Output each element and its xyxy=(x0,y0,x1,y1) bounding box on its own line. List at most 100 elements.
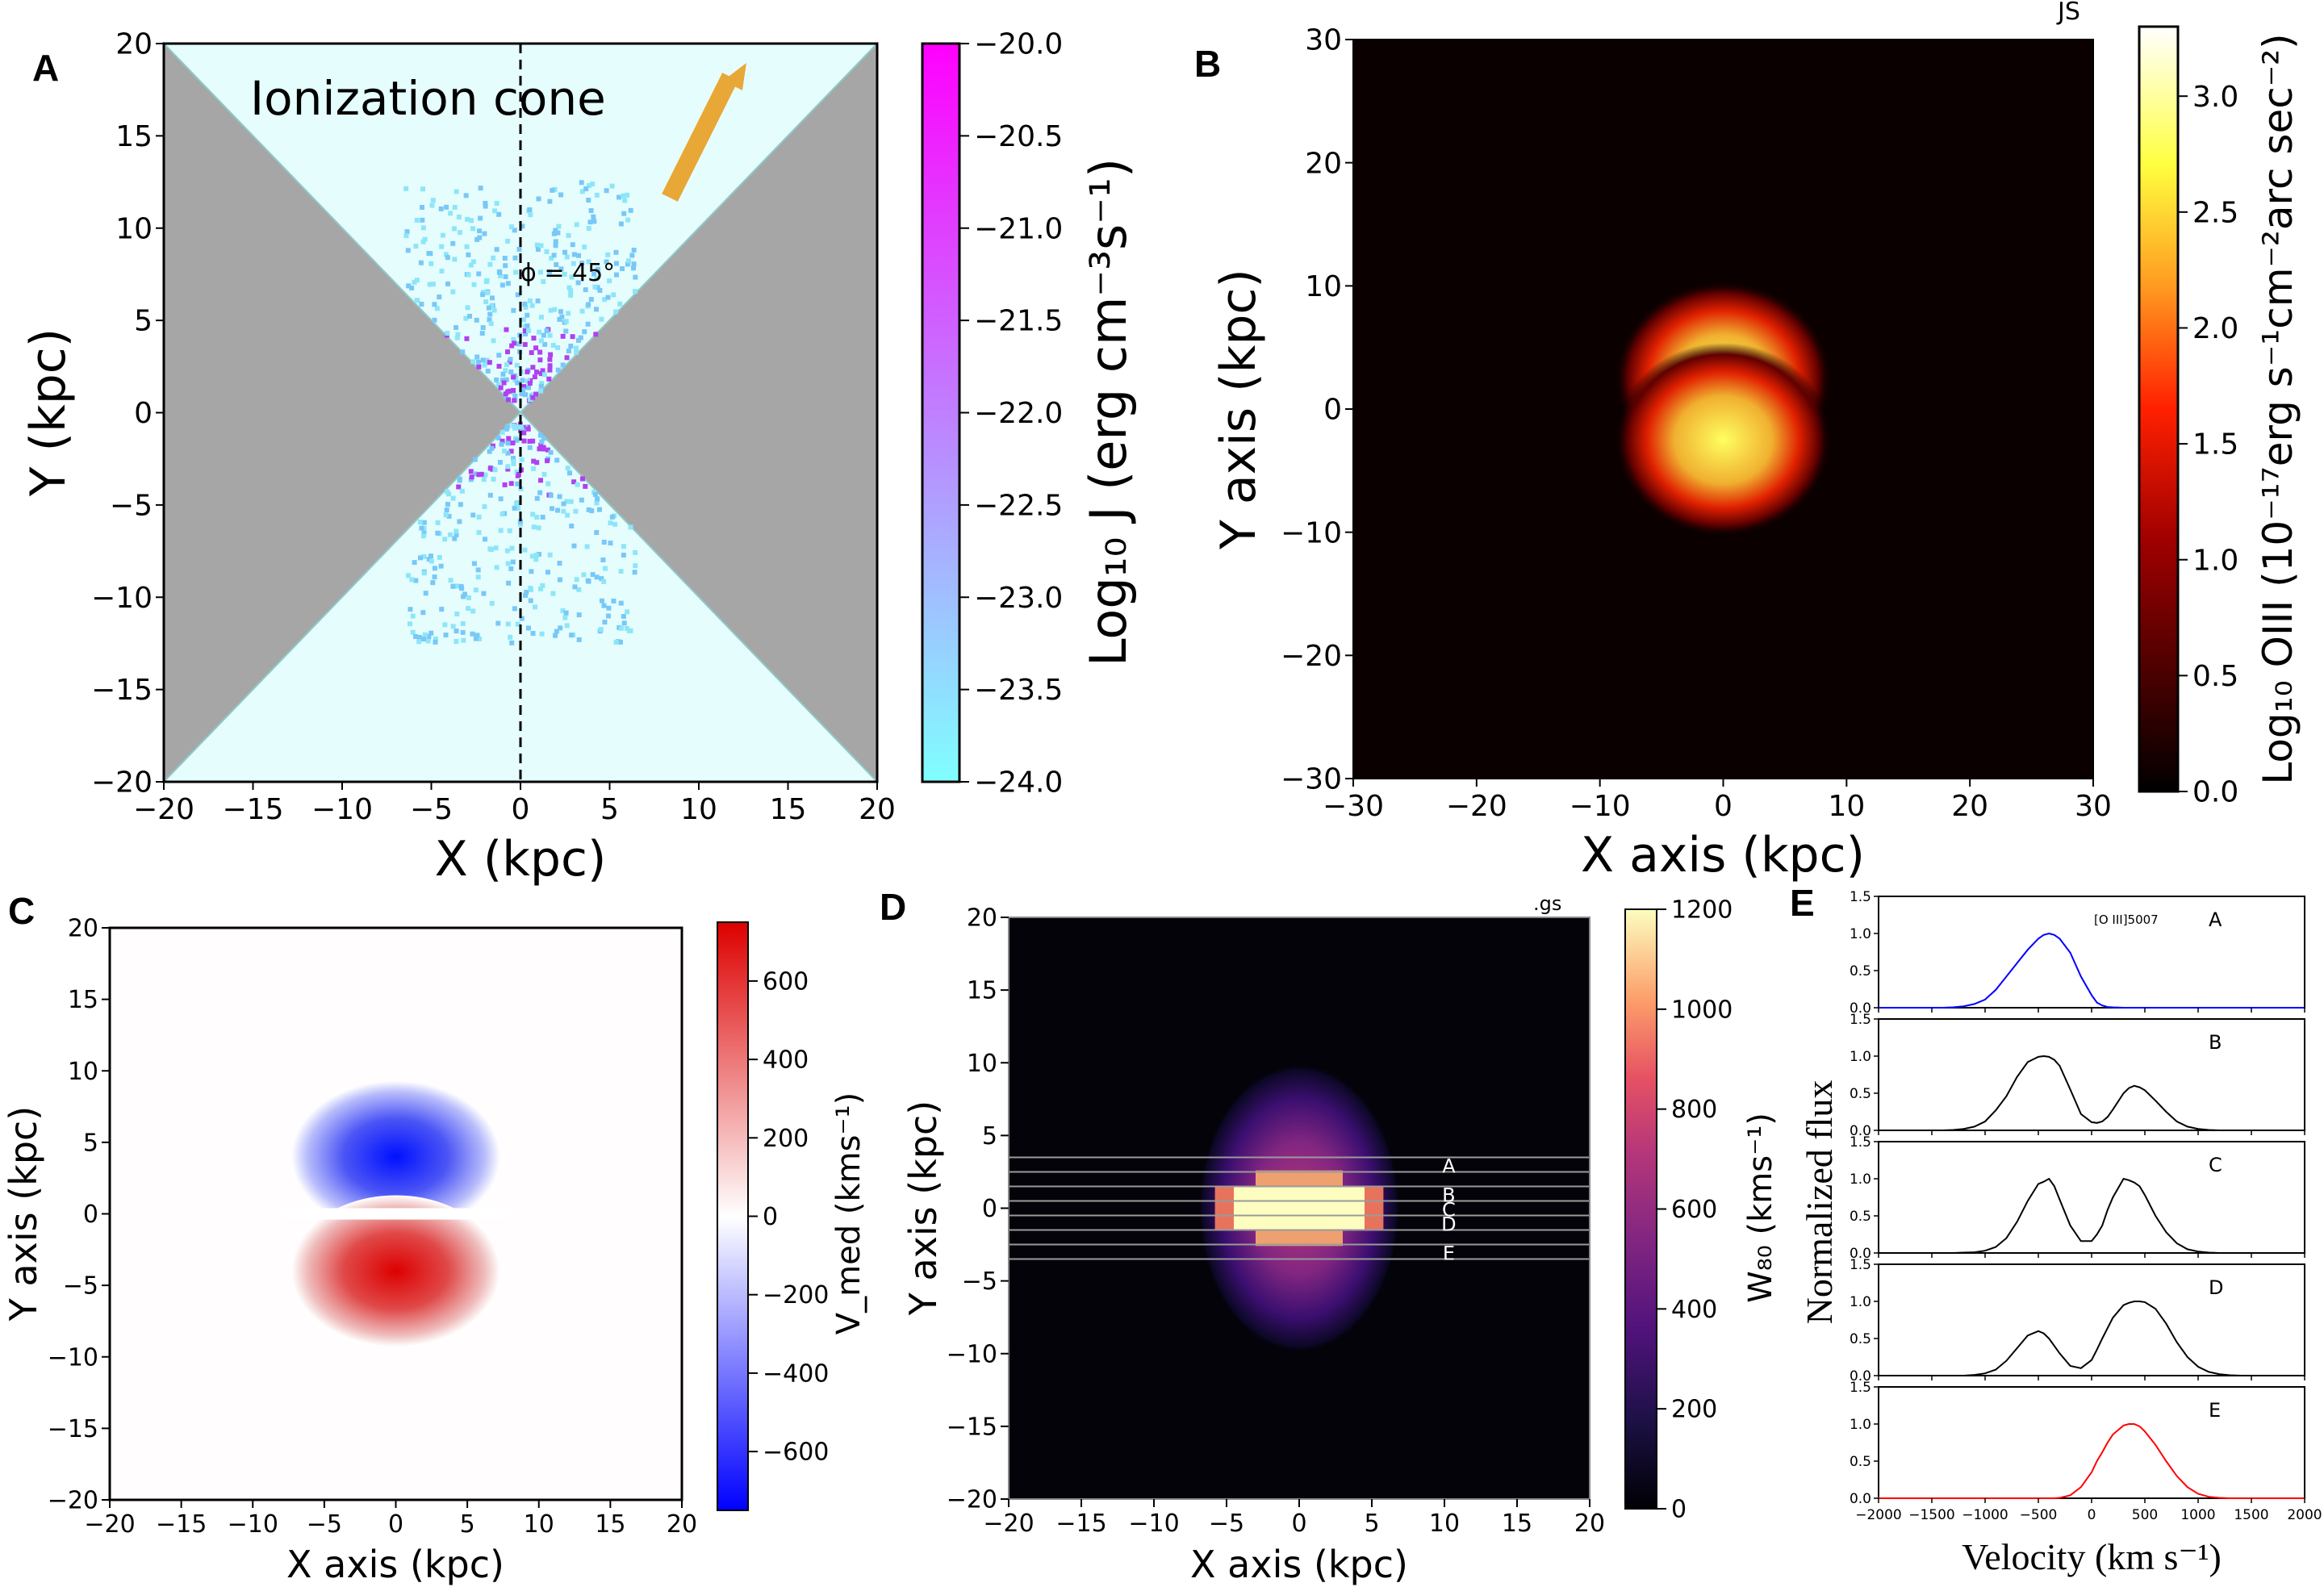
y-tick-label: 10 xyxy=(68,1058,98,1086)
scatter-point xyxy=(508,357,513,362)
scatter-point xyxy=(447,532,453,537)
scatter-point xyxy=(425,638,431,644)
scatter-point xyxy=(534,495,540,501)
panel-c-colorbar-label: V_med (kms⁻¹) xyxy=(830,1092,867,1334)
scatter-point xyxy=(495,435,501,441)
scatter-point xyxy=(457,230,462,236)
scatter-point xyxy=(555,507,561,513)
scatter-point xyxy=(525,323,530,328)
x-tick-label: 5 xyxy=(600,793,619,826)
scatter-point xyxy=(403,186,409,191)
scatter-point xyxy=(533,557,539,562)
y-tick-label: 0.0 xyxy=(1850,1123,1871,1139)
scatter-point xyxy=(499,441,504,447)
scatter-point xyxy=(497,269,503,275)
scatter-point xyxy=(415,298,420,303)
scatter-point xyxy=(464,336,470,341)
scatter-point xyxy=(535,247,541,253)
scatter-point xyxy=(609,514,615,520)
scatter-point xyxy=(512,606,517,612)
scatter-point xyxy=(430,198,436,203)
colorbar-tick-label: −200 xyxy=(763,1281,829,1309)
scatter-point xyxy=(466,252,471,257)
x-tick-label: 1000 xyxy=(2180,1507,2215,1523)
scatter-point xyxy=(617,301,623,307)
oiii-emission-map xyxy=(1615,281,1832,537)
scatter-point xyxy=(590,182,596,187)
scatter-point xyxy=(478,186,483,191)
colorbar-tick-label: 1200 xyxy=(1671,896,1733,925)
scatter-point xyxy=(586,226,591,232)
scatter-point xyxy=(459,586,465,591)
scatter-point xyxy=(560,333,566,339)
scatter-point xyxy=(536,196,541,202)
scatter-point xyxy=(595,496,600,502)
scatter-point xyxy=(502,482,508,487)
colorbar-tick-label: −23.5 xyxy=(974,674,1063,707)
scatter-point xyxy=(541,332,546,338)
scatter-point xyxy=(454,629,459,634)
scatter-point xyxy=(487,261,493,267)
scatter-point xyxy=(607,278,612,284)
scatter-point xyxy=(420,217,425,223)
scatter-point xyxy=(505,621,511,627)
series-label: B xyxy=(2209,1031,2222,1054)
x-tick-label: −20 xyxy=(84,1510,135,1539)
panel-d-colorbar xyxy=(1624,908,1657,1510)
scatter-point xyxy=(545,481,551,487)
panel-a: A Ionization cone ϕ = 45° −20 −15 −10 −5 0 5 1… xyxy=(20,28,1138,887)
scatter-point xyxy=(540,515,545,520)
panel-a-colorbar-label: Log₁₀ J (erg cm⁻³s⁻¹) xyxy=(1079,158,1138,666)
scatter-point xyxy=(443,512,449,518)
scatter-point xyxy=(613,249,619,255)
y-tick-label: −20 xyxy=(91,766,153,800)
colorbar-tick-label: 3.0 xyxy=(2192,81,2238,114)
scatter-point xyxy=(479,471,484,477)
scatter-point xyxy=(470,631,475,637)
scatter-point xyxy=(423,591,428,596)
scatter-point xyxy=(470,226,476,232)
spectra-subplots: 0.00.51.01.5A[O III]50070.00.51.01.5B0.0… xyxy=(1850,889,2322,1523)
scatter-point xyxy=(532,604,537,610)
scatter-point xyxy=(511,307,516,313)
scatter-point xyxy=(586,302,591,307)
scatter-point xyxy=(576,637,582,642)
scatter-point xyxy=(555,345,561,350)
colorbar-tick-label: −20.5 xyxy=(974,120,1063,153)
scatter-point xyxy=(443,633,449,638)
scatter-point xyxy=(489,303,495,309)
scatter-point xyxy=(463,193,469,198)
colorbar-tick-label: −24.0 xyxy=(974,766,1063,800)
scatter-point xyxy=(538,442,544,448)
x-tick-label: −20 xyxy=(133,793,194,826)
y-tick-label: −10 xyxy=(91,582,153,615)
scatter-point xyxy=(427,282,433,287)
scatter-point xyxy=(537,269,543,275)
scatter-point xyxy=(621,193,626,198)
scatter-point xyxy=(576,253,582,258)
scatter-point xyxy=(604,188,609,194)
x-tick-label: 0 xyxy=(1291,1510,1306,1538)
scatter-point xyxy=(421,570,427,576)
scatter-point xyxy=(432,566,437,571)
colorbar-tick-label: −23.0 xyxy=(974,582,1063,615)
panel-b-xlabel: X axis (kpc) xyxy=(1581,827,1865,883)
panel-c-xlabel: X axis (kpc) xyxy=(286,1543,504,1586)
panel-c-xticks: −20 −15 −10 −5 0 5 10 15 20 xyxy=(84,1500,697,1539)
y-tick-label: 15 xyxy=(68,986,98,1014)
x-tick-label: 500 xyxy=(2132,1507,2158,1523)
angle-label: ϕ = 45° xyxy=(520,259,615,287)
x-tick-label: −10 xyxy=(1128,1510,1179,1538)
scatter-point xyxy=(522,547,528,553)
colorbar-tick-label: −400 xyxy=(763,1359,829,1388)
scatter-point xyxy=(414,218,420,223)
panel-b-yticks: −30 −20 −10 0 10 20 30 xyxy=(1281,24,1353,796)
y-tick-label: −20 xyxy=(48,1487,98,1515)
scatter-point xyxy=(492,208,498,214)
scatter-point xyxy=(527,445,533,450)
colorbar-tick-label: 2.0 xyxy=(2192,312,2238,345)
scatter-point xyxy=(443,252,449,257)
scatter-point xyxy=(617,194,622,200)
panel-d-corner-text: .gs xyxy=(1533,892,1561,915)
panel-e-label: E xyxy=(1790,882,1815,924)
